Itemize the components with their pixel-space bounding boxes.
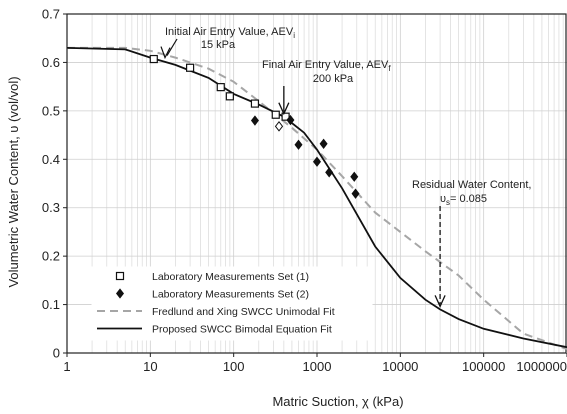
x-axis-title: Matric Suction, χ (kPa) [272,394,403,409]
x-tick-label: 1 [63,359,70,374]
annotation-initial-aev-value: 15 kPa [201,39,236,51]
data-point-set-2 [115,288,125,299]
data-point-set-1 [225,92,234,101]
legend-entry-label: Laboratory Measurements Set (2) [152,289,309,301]
data-point-set-2 [294,139,303,150]
annotation-final-aev-arrow-head [278,102,290,116]
data-point-set-2 [325,167,334,178]
data-point-open-diamond [274,121,284,132]
x-tick-label: 1000 [303,359,332,374]
data-markers [149,54,360,199]
y-tick-label: 0.7 [42,7,60,22]
y-tick-label: 0.3 [42,200,60,215]
y-tick-label: 0.2 [42,249,60,264]
annotation-final-aev-value: 200 kPa [313,73,354,85]
annotation-final-aev: Final Air Entry Value, AEVf [262,59,391,73]
data-point-set-1 [216,83,225,92]
x-tick-label: 100 [223,359,245,374]
y-tick-label: 0.1 [42,297,60,312]
annotation-initial-aev: Initial Air Entry Value, AEVi [165,26,295,40]
data-point-set-2 [350,171,359,182]
fit-lines [66,46,567,351]
data-point-set-2 [319,138,328,149]
subscript-i: i [293,31,295,40]
legend-entry-label: Fredlund and Xing SWCC Unimodal Fit [152,306,335,318]
x-tick-label: 10 [143,359,157,374]
y-tick-label: 0.4 [42,152,60,167]
data-point-set-2 [351,188,360,199]
annotation-residual: Residual Water Content, [412,179,531,191]
data-point-set-2 [286,114,295,126]
residual-value-text: = 0.085 [450,193,487,205]
data-point-set-1 [271,110,280,119]
data-point-set-1 [250,99,260,108]
tick-labels: 1 10 100 1000 10000 100000 1000000 0 0.1 0.2 0.3 0.… [42,7,567,374]
subscript-s: s [446,198,450,207]
y-tick-label: 0.5 [42,103,60,118]
data-point-set-1 [115,271,125,281]
annotation-initial-aev-arrow-head [160,46,171,60]
data-point-set-1 [185,63,195,72]
data-point-set-2 [312,156,322,167]
legend-entry-label: Laboratory Measurements Set (1) [152,271,309,283]
annotation-initial-aev-arrow [166,38,178,56]
bimodal-fit-line [66,47,567,349]
legend-entry-label: Proposed SWCC Bimodal Equation Fit [152,324,332,336]
annotation-residual-value: υs= 0.085 [440,193,487,207]
data-point-set-1 [149,54,158,64]
legend: Laboratory Measurements Set (1) Laborator… [91,266,373,341]
y-tick-label: 0 [53,346,60,361]
x-tick-label: 1000000 [516,359,567,374]
x-tick-label: 10000 [382,359,418,374]
subscript-f: f [388,64,391,73]
annotation-residual-arrow-head [434,295,446,308]
data-point-set-2 [250,115,259,126]
y-tick-label: 0.6 [42,55,60,70]
x-tick-label: 100000 [462,359,505,374]
y-axis-title: Volumetric Water Content, υ (vol/vol) [6,76,21,287]
